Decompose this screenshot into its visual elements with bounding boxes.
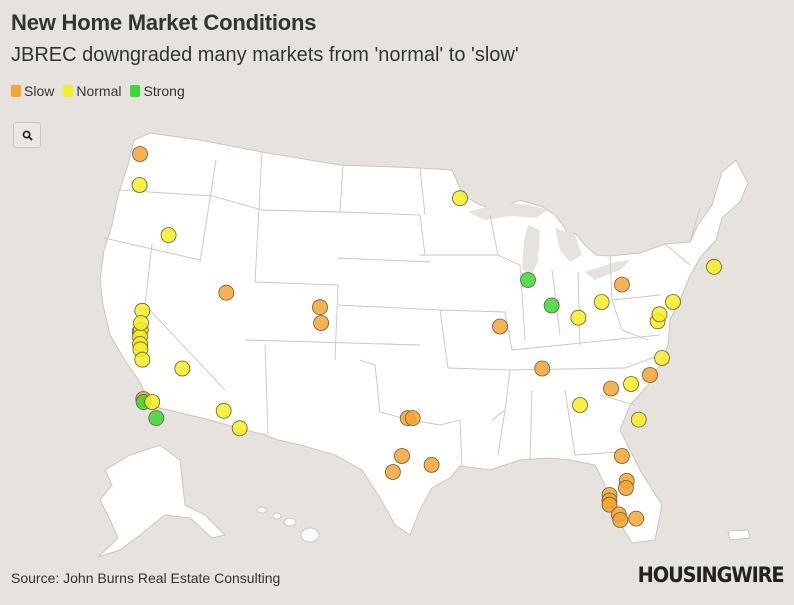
market-marker-slow[interactable] bbox=[628, 510, 645, 527]
market-marker-slow[interactable] bbox=[492, 318, 508, 335]
market-marker-normal[interactable] bbox=[174, 360, 191, 377]
legend-label-strong: Strong bbox=[143, 83, 185, 99]
market-marker-slow[interactable] bbox=[384, 464, 401, 480]
lake-superior bbox=[468, 203, 548, 220]
market-marker-slow[interactable] bbox=[534, 360, 551, 377]
market-marker-slow[interactable] bbox=[618, 480, 634, 496]
market-marker-strong[interactable] bbox=[520, 272, 536, 288]
market-marker-slow[interactable] bbox=[614, 276, 630, 293]
market-marker-slow[interactable] bbox=[132, 146, 148, 162]
zoom-button[interactable] bbox=[13, 122, 41, 148]
market-marker-normal[interactable] bbox=[215, 402, 232, 419]
source-note: Source: John Burns Real Estate Consultin… bbox=[11, 570, 281, 586]
market-marker-normal[interactable] bbox=[654, 350, 670, 366]
alaska bbox=[97, 444, 226, 558]
housingwire-logo: HOUSINGWIRE bbox=[638, 563, 785, 587]
market-marker-normal[interactable] bbox=[706, 258, 722, 275]
puerto-rico bbox=[727, 529, 751, 541]
market-marker-normal[interactable] bbox=[160, 227, 177, 244]
market-marker-normal[interactable] bbox=[651, 306, 668, 323]
legend-label-slow: Slow bbox=[24, 83, 55, 99]
legend-swatch-normal bbox=[63, 85, 74, 97]
market-marker-normal[interactable] bbox=[572, 397, 588, 413]
legend-item-normal[interactable]: Normal bbox=[63, 83, 121, 99]
market-marker-normal[interactable] bbox=[144, 394, 161, 410]
market-marker-normal[interactable] bbox=[665, 294, 681, 310]
page-title: New Home Market Conditions bbox=[11, 10, 317, 35]
market-marker-normal[interactable] bbox=[623, 376, 639, 392]
market-marker-slow[interactable] bbox=[394, 448, 410, 464]
legend-swatch-strong bbox=[130, 85, 141, 97]
market-marker-normal[interactable] bbox=[452, 190, 468, 207]
lake-huron bbox=[555, 228, 582, 262]
lake-erie bbox=[585, 260, 630, 280]
market-marker-slow[interactable] bbox=[642, 367, 658, 383]
market-marker-slow[interactable] bbox=[312, 299, 328, 316]
market-marker-strong[interactable] bbox=[543, 297, 560, 314]
market-marker-normal[interactable] bbox=[630, 411, 647, 428]
basemap bbox=[97, 132, 751, 558]
search-icon bbox=[22, 130, 33, 141]
page-subtitle: JBREC downgraded many markets from 'norm… bbox=[11, 44, 519, 66]
market-marker-slow[interactable] bbox=[313, 315, 330, 331]
market-marker-normal[interactable] bbox=[231, 420, 248, 437]
market-marker-normal[interactable] bbox=[133, 315, 149, 331]
market-marker-normal[interactable] bbox=[134, 351, 151, 368]
market-marker-slow[interactable] bbox=[603, 380, 619, 397]
market-marker-slow[interactable] bbox=[404, 410, 421, 427]
market-marker-normal[interactable] bbox=[570, 309, 587, 326]
market-marker-strong[interactable] bbox=[148, 410, 165, 427]
market-marker-slow[interactable] bbox=[601, 496, 618, 513]
market-marker-slow[interactable] bbox=[218, 284, 235, 301]
lake-michigan bbox=[522, 225, 540, 278]
legend-swatch-slow bbox=[11, 85, 21, 97]
us-outline bbox=[99, 132, 749, 544]
market-marker-normal[interactable] bbox=[131, 177, 148, 193]
market-marker-slow[interactable] bbox=[423, 456, 440, 473]
market-marker-slow[interactable] bbox=[614, 448, 630, 464]
market-markers bbox=[131, 146, 722, 528]
legend-label-normal: Normal bbox=[76, 83, 122, 99]
market-marker-normal[interactable] bbox=[593, 294, 610, 310]
market-marker-slow[interactable] bbox=[612, 512, 629, 528]
legend: Slow Normal Strong bbox=[11, 83, 185, 99]
hawaii bbox=[256, 506, 320, 543]
legend-item-strong[interactable]: Strong bbox=[130, 83, 185, 99]
legend-item-slow[interactable]: Slow bbox=[11, 83, 54, 99]
